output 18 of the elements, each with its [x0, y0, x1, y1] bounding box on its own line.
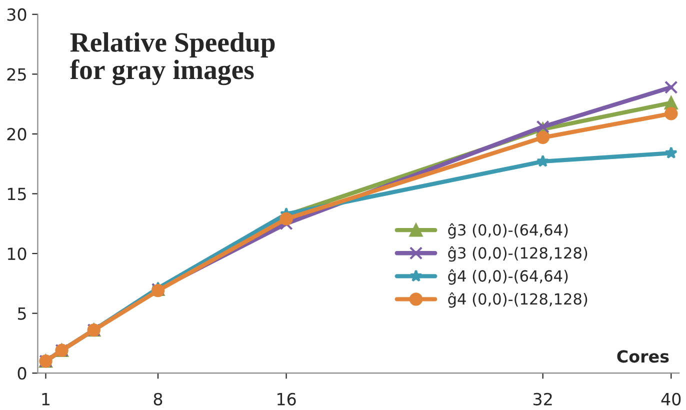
legend-label: ĝ3 (0,0)-(64,64) [448, 223, 568, 239]
y-tick-label: 0 [18, 367, 26, 380]
x-axis-title: Cores [617, 350, 669, 363]
x-tick-label: 40 [661, 392, 681, 406]
x-tick-label: 1 [42, 393, 50, 406]
y-tick-label: 20 [7, 128, 26, 140]
legend-label: ĝ4 (0,0)-(64,64) [448, 269, 568, 285]
y-tick-label: 30 [7, 8, 26, 21]
text: Relative Speedup for gray images [70, 32, 275, 86]
y-tick-label: 5 [18, 307, 26, 320]
legend-label: ĝ3 (0,0)-(128,128) [448, 246, 588, 262]
y-tick-label: 10 [8, 247, 26, 260]
x-tick-label: 32 [534, 392, 552, 406]
x-tick-label: 16 [278, 392, 296, 406]
y-tick-label: 25 [7, 68, 26, 81]
x-tick-label: 8 [154, 392, 162, 406]
legend-label: ĝ4 (0,0)-(128,128) [448, 292, 588, 308]
y-tick-label: 15 [8, 188, 26, 200]
